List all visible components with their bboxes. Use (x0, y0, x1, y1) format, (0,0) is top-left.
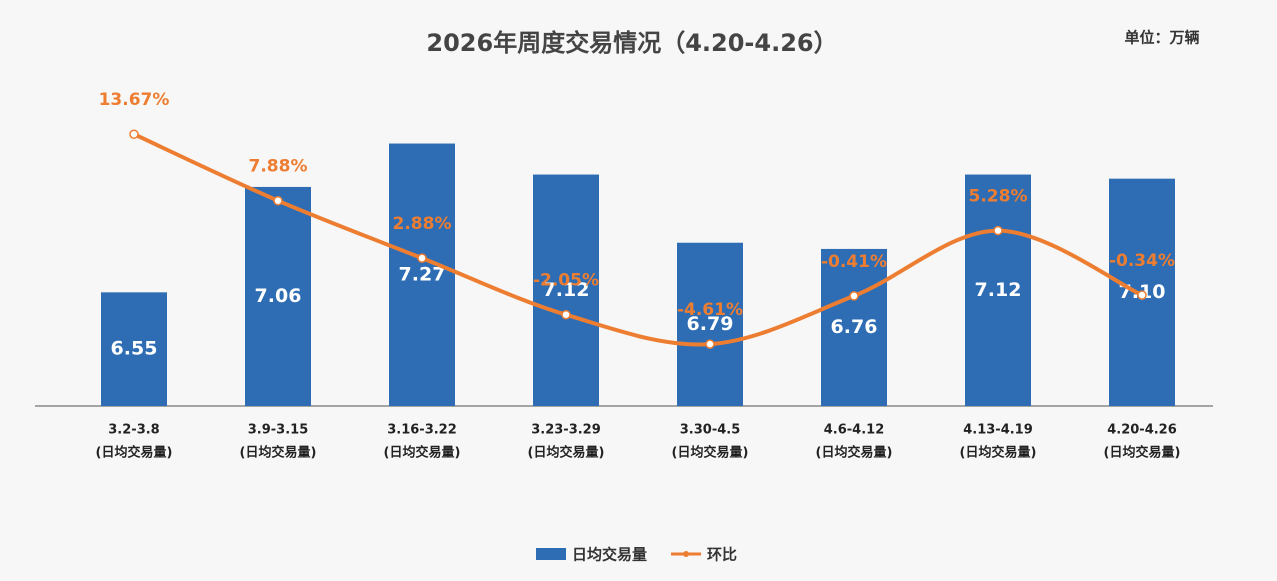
legend-label: 环比 (707, 546, 737, 564)
x-tick-note: (日均交易量) (672, 445, 749, 461)
x-tick-label: 3.30-4.5 (680, 423, 741, 438)
bar (677, 242, 743, 406)
bar-value-label: 7.06 (255, 285, 302, 307)
line-point (561, 309, 571, 320)
bar-value-label: 6.79 (687, 313, 734, 335)
line-point (417, 253, 427, 263)
bar-value-label: 7.12 (975, 279, 1022, 301)
legend-label: 日均交易量 (572, 546, 647, 564)
line-point (993, 225, 1003, 236)
bar (533, 174, 599, 406)
x-tick-label: 3.9-3.15 (248, 423, 309, 438)
line-value-label: -0.41% (821, 252, 887, 272)
line-value-label: -0.34% (1109, 251, 1175, 271)
bar-value-label: 6.55 (111, 338, 158, 360)
bar-value-label: 7.12 (543, 279, 590, 301)
bar (821, 248, 887, 406)
x-tick-note: (日均交易量) (528, 445, 605, 461)
line-point (705, 339, 715, 349)
x-tick-label: 4.6-4.12 (824, 423, 885, 438)
x-tick-label: 3.2-3.8 (108, 423, 159, 438)
line-value-label: 5.28% (969, 187, 1028, 207)
line-value-label: -2.05% (533, 271, 599, 291)
x-tick-note: (日均交易量) (816, 445, 893, 461)
x-tick-note: (日均交易量) (960, 445, 1037, 461)
x-tick-note: (日均交易量) (1104, 445, 1181, 461)
legend-swatch (536, 548, 566, 560)
bar-value-label: 6.76 (831, 316, 878, 338)
x-tick-note: (日均交易量) (240, 445, 317, 461)
x-tick-label: 3.16-3.22 (387, 423, 457, 438)
line-point (273, 195, 283, 206)
line-point (849, 291, 859, 301)
chart-title: 2026年周度交易情况（4.20-4.26） (426, 29, 837, 57)
x-tick-label: 4.13-4.19 (963, 423, 1033, 438)
bar-value-label: 7.27 (399, 263, 446, 285)
line-value-label: 7.88% (249, 157, 308, 177)
line (133, 132, 1143, 347)
bar (245, 186, 311, 406)
line-value-label: -4.61% (677, 300, 743, 320)
x-tick-note: (日均交易量) (384, 445, 461, 461)
line-point (129, 129, 139, 139)
line-value-label: 13.67% (99, 90, 170, 110)
unit-note: 单位：万辆 (1124, 29, 1199, 47)
bar (101, 292, 167, 406)
x-tick-label: 4.20-4.26 (1107, 423, 1177, 438)
x-tick-note: (日均交易量) (96, 445, 173, 461)
line-value-label: 2.88% (393, 214, 452, 234)
legend-swatch-point (683, 551, 690, 557)
bar (389, 143, 455, 407)
line-point (1137, 290, 1147, 300)
x-tick-label: 3.23-3.29 (531, 423, 601, 438)
bar (965, 174, 1031, 406)
